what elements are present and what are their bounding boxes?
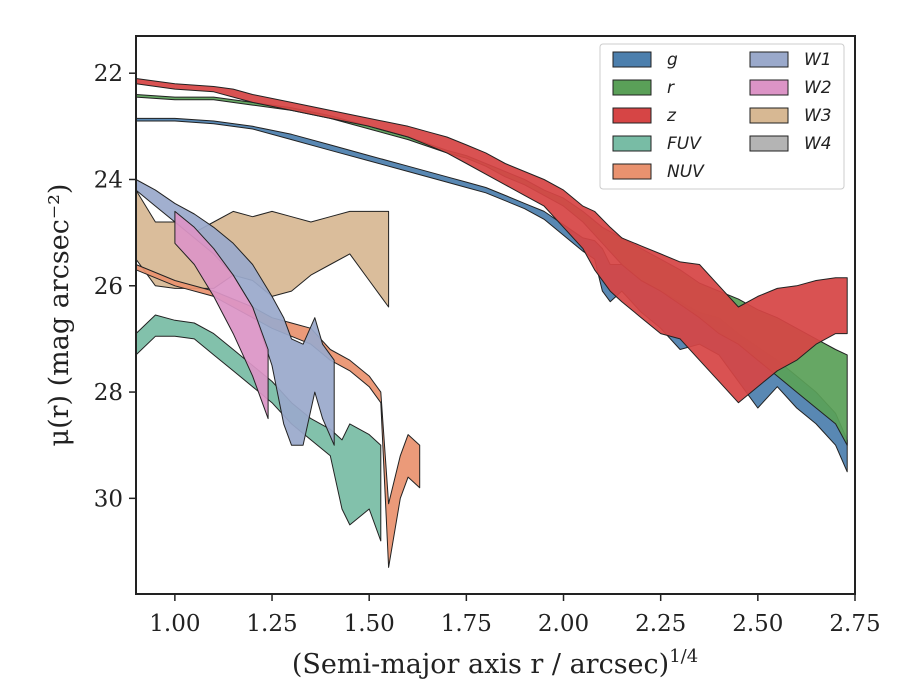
legend-label-fuv: FUV	[667, 134, 702, 154]
x-tick-label: 1.25	[246, 611, 297, 637]
plot-frame	[135, 35, 856, 595]
x-axis-label-superscript: 1/4	[669, 646, 698, 667]
axis-ticks: 1.00 1.25 1.50 1.75 2.00 2.25 2.50 2.75 22 24 26 28…	[94, 61, 881, 637]
y-tick-label: 22	[94, 61, 123, 87]
x-tick-label: 1.50	[344, 611, 395, 637]
legend-label-nuv: NUV	[667, 162, 705, 182]
y-tick-label: 26	[94, 274, 123, 300]
y-axis-label: μ(r) (mag arcsec⁻²)	[44, 184, 75, 447]
y-tick-label: 30	[94, 486, 123, 512]
y-tick-label: 24	[94, 167, 123, 193]
legend-label-r: r	[667, 78, 675, 98]
legend-swatch-nuv	[612, 163, 652, 180]
legend-swatch-z	[612, 107, 652, 124]
legend-swatch-r	[612, 79, 652, 96]
x-tick-label: 2.25	[635, 611, 686, 637]
x-tick-label: 1.00	[149, 611, 200, 637]
area-band-fuv	[135, 314, 382, 542]
legend-swatch-w1	[749, 51, 789, 68]
legend-label-z: z	[666, 106, 677, 126]
legend-label-w1: W1	[804, 50, 832, 70]
area-band-w3	[135, 189, 390, 308]
legend-label-w2: W2	[804, 78, 832, 98]
legend-label-w4: W4	[804, 134, 832, 154]
x-tick-label: 2.50	[732, 611, 783, 637]
x-tick-label: 1.75	[441, 611, 492, 637]
area-band-z	[135, 78, 848, 404]
legend-swatch-w4	[749, 135, 789, 152]
legend: grz FUV NUV W1 W2 W3 W4	[599, 43, 845, 190]
x-tick-label: 2.00	[538, 611, 589, 637]
area-series-group	[135, 78, 848, 568]
legend-label-g: g	[667, 50, 678, 70]
x-axis-label: (Semi-major axis r / arcsec)1/4	[292, 646, 698, 680]
x-tick-label: 2.75	[829, 611, 880, 637]
y-tick-label: 28	[94, 380, 123, 406]
area-band-g	[135, 117, 848, 473]
area-band-w2	[174, 210, 269, 420]
legend-label-w3: W3	[804, 106, 832, 126]
legend-swatch-w2	[749, 79, 789, 96]
legend-swatch-fuv	[612, 135, 652, 152]
legend-swatch-w3	[749, 107, 789, 124]
legend-swatch-g	[612, 51, 652, 68]
